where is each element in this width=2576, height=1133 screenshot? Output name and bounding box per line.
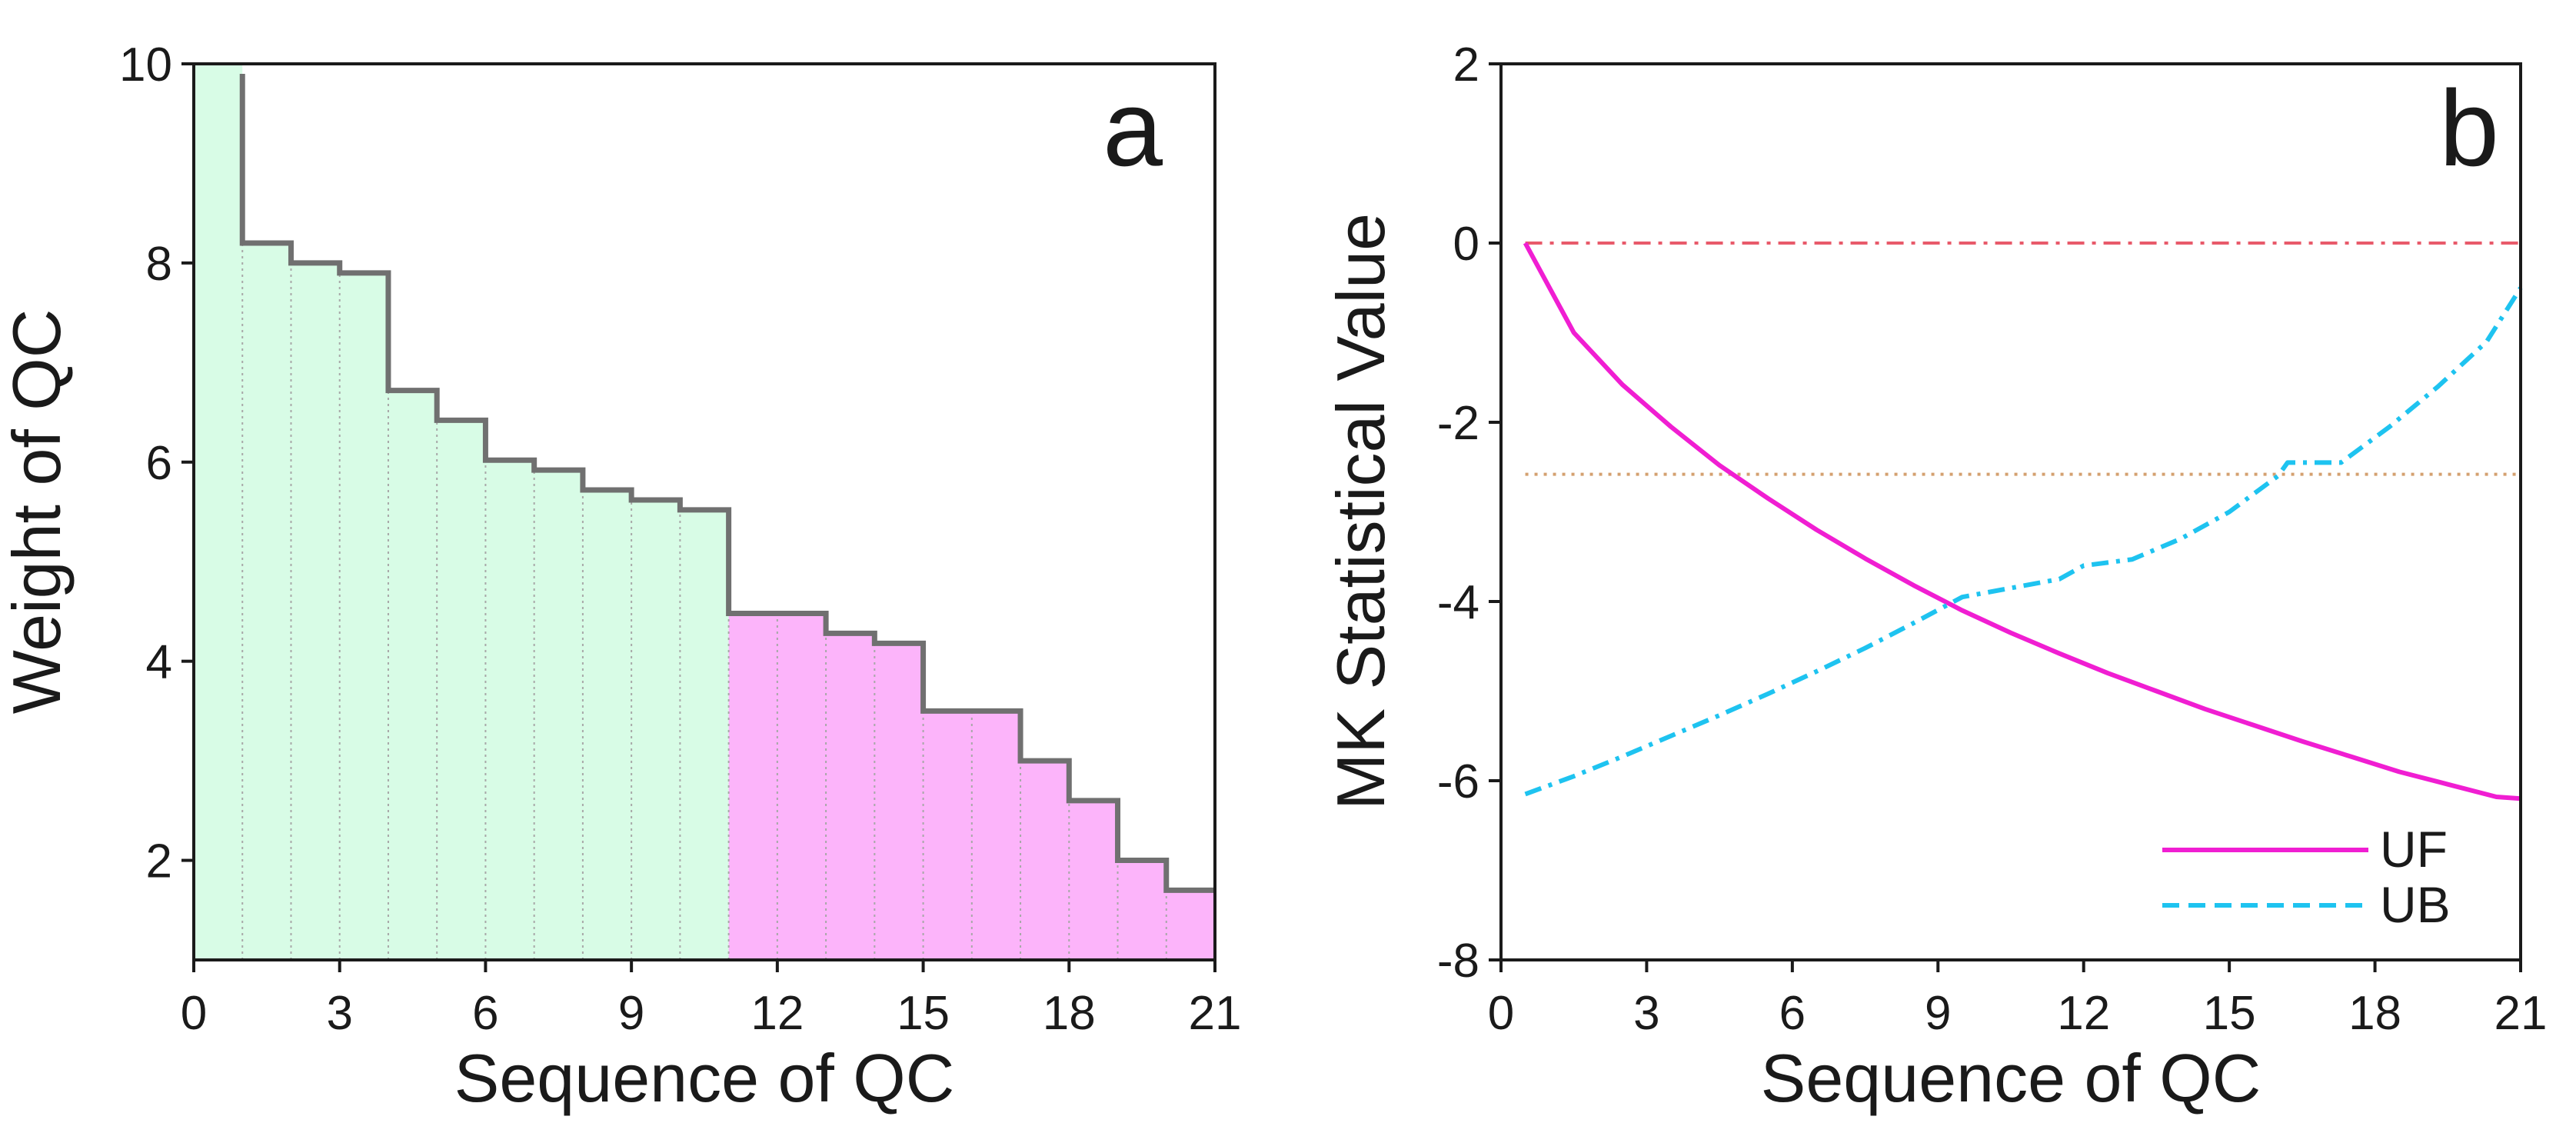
b-x-tick-label: 12 <box>2057 987 2110 1040</box>
a-x-ticks: 0 3 6 9 12 15 18 21 <box>181 960 1242 1040</box>
a-region-1 <box>194 64 729 960</box>
b-reference-lines <box>1525 242 2521 476</box>
b-legend-label-ub: UB <box>2380 876 2451 933</box>
a-y-tick-label: 6 <box>146 437 172 490</box>
a-y-ticks: 2 4 6 8 10 <box>119 38 194 888</box>
b-y-ticks: -8 -6 -4 -2 0 2 <box>1437 38 1501 988</box>
b-series-lines <box>1523 242 2523 801</box>
b-x-tick-label: 6 <box>1779 987 1806 1040</box>
a-panel-label: a <box>1103 68 1163 188</box>
b-x-tick-label: 18 <box>2348 987 2401 1040</box>
panel-b: 0 3 6 9 12 15 18 21 -8 -6 -4 -2 0 2 b Sequence of QC… <box>1323 38 2547 1116</box>
b-x-tick-label: 9 <box>1925 987 1951 1040</box>
a-step-line <box>239 73 1215 893</box>
a-step-path <box>239 73 1215 893</box>
a-y-tick-label: 8 <box>146 238 172 291</box>
b-x-tick-label: 21 <box>2494 987 2548 1040</box>
a-x-tick-label: 15 <box>897 987 950 1040</box>
b-x-ticks: 0 3 6 9 12 15 18 21 <box>1488 960 2548 1040</box>
b-x-axis-label: Sequence of QC <box>1761 1040 2261 1116</box>
a-plot-frame <box>192 62 1216 961</box>
b-x-tick-label: 0 <box>1488 987 1514 1040</box>
b-x-tick-label: 15 <box>2203 987 2256 1040</box>
a-x-tick-label: 0 <box>181 987 207 1040</box>
b-y-axis-label: MK Statistical Value <box>1323 213 1399 810</box>
b-legend-label-uf: UF <box>2380 821 2448 878</box>
b-y-tick-label: 2 <box>1453 38 1479 92</box>
b-y-tick-label: 0 <box>1453 218 1479 271</box>
a-y-tick-label: 10 <box>119 38 172 92</box>
b-series-uf <box>1523 242 2521 801</box>
a-vertical-gridlines <box>241 243 1167 960</box>
a-x-tick-label: 21 <box>1189 987 1242 1040</box>
b-plot-frame <box>1499 62 2522 961</box>
a-y-tick-label: 2 <box>146 835 172 888</box>
a-x-tick-label: 9 <box>618 987 644 1040</box>
b-x-tick-label: 3 <box>1633 987 1659 1040</box>
b-panel-label: b <box>2439 68 2499 188</box>
a-x-tick-label: 18 <box>1043 987 1096 1040</box>
a-x-axis-label: Sequence of QC <box>454 1040 955 1116</box>
a-y-tick-label: 4 <box>146 636 172 689</box>
b-series-ub <box>1524 286 2523 797</box>
b-y-tick-label: -8 <box>1437 935 1479 988</box>
b-y-tick-label: -6 <box>1437 755 1479 808</box>
a-x-tick-label: 6 <box>472 987 498 1040</box>
b-y-tick-label: -4 <box>1437 576 1479 629</box>
a-y-axis-label: Weight of QC <box>0 309 75 715</box>
b-y-tick-label: -2 <box>1437 397 1479 450</box>
a-x-tick-label: 12 <box>751 987 804 1040</box>
a-x-tick-label: 3 <box>326 987 352 1040</box>
